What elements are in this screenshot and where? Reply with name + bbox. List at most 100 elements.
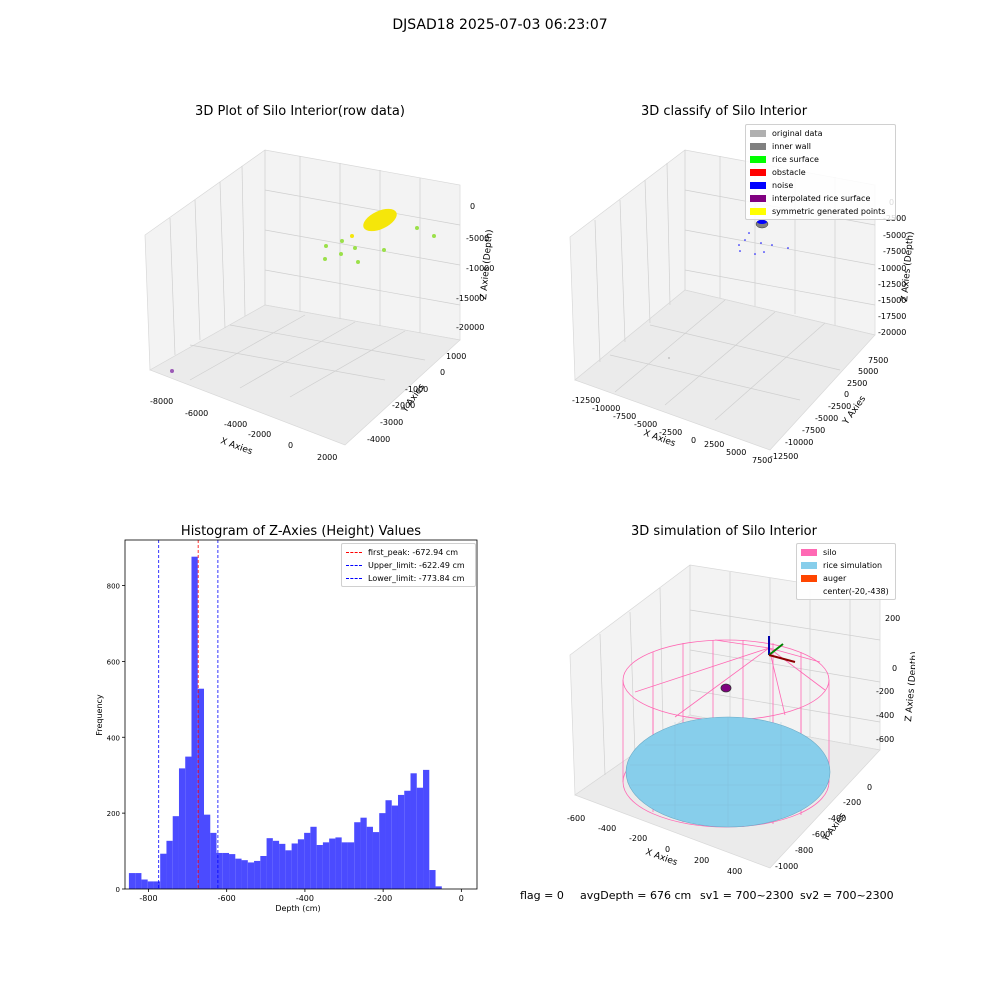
panel1-xtick: -2000 xyxy=(248,430,271,439)
panel4-ztick: -200 xyxy=(876,687,894,696)
panel4-3d-plot: -600 -400 -200 0 200 400 0 -200 -400 -60… xyxy=(567,564,915,876)
histogram-bar xyxy=(141,879,148,889)
panel2-xtick: 7500 xyxy=(752,456,772,465)
histogram-bar xyxy=(160,853,167,889)
histogram-ytick-label: 800 xyxy=(107,583,120,591)
avg-depth-text: avgDepth = 676 cm xyxy=(580,889,692,902)
histogram-bar xyxy=(372,832,380,889)
histogram-bar xyxy=(397,794,405,889)
histogram-bar xyxy=(335,837,342,889)
panel2-legend-item: interpolated rice surface xyxy=(750,192,895,205)
panel2-legend-label: original data xyxy=(772,129,823,138)
histogram-bar xyxy=(310,826,317,889)
panel2-legend-swatch xyxy=(750,169,766,176)
histogram-bar xyxy=(135,873,142,889)
panel4-legend: silo rice simulation auger center(-20,-438) xyxy=(796,543,896,600)
histogram-bar xyxy=(329,838,336,889)
panel2-ztick: -10000 xyxy=(878,264,906,273)
histogram-legend-swatch xyxy=(346,552,362,553)
panel2-xtick: -5000 xyxy=(634,420,657,429)
histogram-bar xyxy=(391,805,398,889)
histogram-bar xyxy=(254,860,261,889)
histogram-bar xyxy=(178,768,186,889)
histogram-ytick-label: 0 xyxy=(116,886,120,894)
sv1-text: sv1 = 700~2300 xyxy=(700,889,794,902)
panel2-ytick: -5000 xyxy=(815,414,838,423)
panel4-ytick: -800 xyxy=(795,846,813,855)
histogram-bar xyxy=(304,832,311,889)
histogram-bar xyxy=(229,854,236,889)
panel2-ytick: -7500 xyxy=(802,426,825,435)
histogram-legend-swatch xyxy=(346,578,362,579)
panel4-title: 3D simulation of Silo Interior xyxy=(631,524,817,539)
histogram-bar xyxy=(435,886,442,889)
panel4-legend-label: silo xyxy=(823,548,837,557)
histogram-bar xyxy=(204,814,211,889)
panel4-legend-item: auger xyxy=(801,572,895,585)
histogram-bar xyxy=(379,813,386,889)
histogram-bar xyxy=(341,842,348,889)
histogram-bar xyxy=(279,843,286,889)
panel4-xtick: 0 xyxy=(665,845,670,854)
histogram-bar xyxy=(423,769,430,889)
panel2-legend-item: obstacle xyxy=(750,166,895,179)
histogram-bar xyxy=(347,842,355,889)
panel2-legend-label: symmetric generated points xyxy=(772,207,886,216)
panel1-xtick: -6000 xyxy=(185,409,208,418)
histogram-legend-label: Upper_limit: -622.49 cm xyxy=(368,561,465,570)
histogram-bar xyxy=(360,817,367,889)
panel4-ytick: -600 xyxy=(812,830,830,839)
panel2-xtick: 2500 xyxy=(704,440,724,449)
panel2-xtick: -7500 xyxy=(613,412,636,421)
panel4-xtick: -400 xyxy=(598,824,616,833)
panel1-ytick: -4000 xyxy=(367,435,390,444)
panel2-xtick: -2500 xyxy=(659,428,682,437)
panel1-xtick: 2000 xyxy=(317,453,337,462)
histogram-ylabel: Frequency xyxy=(95,694,104,736)
panel2-legend-swatch xyxy=(750,156,766,163)
panel2-legend-item: rice surface xyxy=(750,153,895,166)
panel2-legend-label: inner wall xyxy=(772,142,812,151)
panel4-legend-swatch xyxy=(801,562,817,569)
panel2-zlabel: Z Axies (Depth) xyxy=(900,231,915,302)
panel2-legend-item: inner wall xyxy=(750,140,895,153)
panel2-ztick: -12500 xyxy=(878,280,906,289)
histogram-xtick-label: -400 xyxy=(296,894,314,903)
flag-text: flag = 0 xyxy=(520,889,564,902)
panel4-ytick: 0 xyxy=(867,783,872,792)
figure-suptitle: DJSAD18 2025-07-03 06:23:07 xyxy=(392,17,608,33)
panel4-xtick: 400 xyxy=(727,867,742,876)
histogram-bar xyxy=(172,816,179,889)
histogram-bar xyxy=(247,862,255,889)
panel1-ytick: -3000 xyxy=(380,418,403,427)
panel2-legend-label: obstacle xyxy=(772,168,806,177)
panel2-legend-label: rice surface xyxy=(772,155,819,164)
panel2-legend-item: original data xyxy=(750,127,895,140)
panel4-legend-label: rice simulation xyxy=(823,561,883,570)
histogram-bar xyxy=(241,860,248,889)
panel2-xtick: -10000 xyxy=(592,404,620,413)
panel2-legend-swatch xyxy=(750,195,766,202)
histogram-legend: first_peak: -672.94 cm Upper_limit: -622.… xyxy=(341,543,476,587)
panel1-xtick: 0 xyxy=(288,441,293,450)
histogram-bar xyxy=(191,556,198,889)
panel2-xtick: 0 xyxy=(691,436,696,445)
panel4-ytick: -400 xyxy=(828,814,846,823)
panel1-ytick: 0 xyxy=(440,368,445,377)
panel2-ztick: -15000 xyxy=(878,296,906,305)
histogram-bar xyxy=(235,858,242,889)
histogram-bar xyxy=(185,756,192,889)
histogram-bar xyxy=(260,855,267,889)
histogram-xtick-label: 0 xyxy=(459,894,464,903)
panel1-ytick: -2000 xyxy=(392,401,415,410)
histogram-frame xyxy=(124,539,478,890)
histogram-bar xyxy=(322,842,330,889)
histogram-bar xyxy=(404,790,411,889)
histogram-ytick-label: 400 xyxy=(107,734,120,742)
panel4-legend-label: center(-20,-438) xyxy=(823,587,889,596)
histogram-bar xyxy=(266,838,273,889)
panel4-legend-label: auger xyxy=(823,574,847,583)
panel2-xtick: 5000 xyxy=(726,448,746,457)
histogram-xtick-label: -200 xyxy=(374,894,392,903)
histogram-bar xyxy=(410,773,417,889)
